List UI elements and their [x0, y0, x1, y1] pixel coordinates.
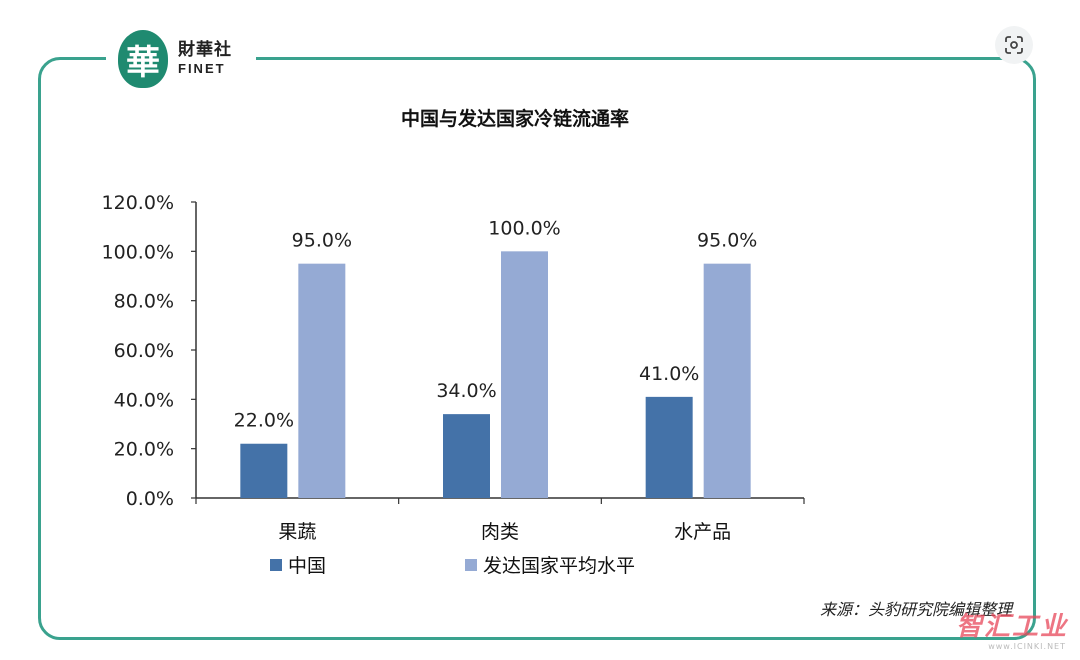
y-tick-label: 20.0% [114, 439, 174, 461]
x-tick-label: 肉类 [481, 521, 519, 543]
bar [703, 263, 751, 498]
bar [645, 396, 693, 498]
y-tick-label: 120.0% [102, 192, 174, 214]
logo-name-cn: 財華社 [178, 40, 232, 60]
data-label: 100.0% [488, 217, 560, 239]
lens-button[interactable] [995, 26, 1033, 64]
source-note: 来源：头豹研究院编辑整理 [819, 600, 1012, 619]
y-tick-label: 0.0% [126, 488, 174, 510]
logo-name-en: FINET [178, 61, 226, 76]
logo-glyph: 華 [126, 42, 160, 83]
legend-swatch [270, 559, 282, 571]
logo-text: 財華社 FINET [178, 40, 232, 76]
data-label: 95.0% [697, 230, 757, 252]
data-label: 41.0% [639, 363, 699, 385]
x-tick-label: 水产品 [674, 521, 731, 543]
legend-swatch [465, 559, 477, 571]
chart-title: 中国与发达国家冷链流通率 [401, 107, 629, 130]
lens-icon [1005, 36, 1023, 54]
data-label: 34.0% [436, 380, 496, 402]
y-tick-label: 80.0% [114, 291, 174, 313]
chart-frame [38, 57, 1036, 640]
y-tick-label: 40.0% [114, 389, 174, 411]
bar [443, 414, 490, 498]
y-tick-label: 100.0% [102, 241, 174, 263]
bar [240, 443, 288, 498]
watermark-url: www.ICINKI.NET [988, 642, 1066, 651]
finet-logo-icon: 華 [118, 30, 168, 88]
y-tick-label: 60.0% [114, 340, 174, 362]
legend-label: 中国 [288, 555, 326, 577]
legend-label: 发达国家平均水平 [483, 555, 635, 577]
x-tick-label: 果蔬 [278, 521, 316, 543]
data-label: 22.0% [234, 410, 294, 432]
bar [501, 251, 548, 498]
bar [298, 263, 346, 498]
data-label: 95.0% [292, 230, 352, 252]
watermark: 智汇工业 [955, 612, 1068, 642]
